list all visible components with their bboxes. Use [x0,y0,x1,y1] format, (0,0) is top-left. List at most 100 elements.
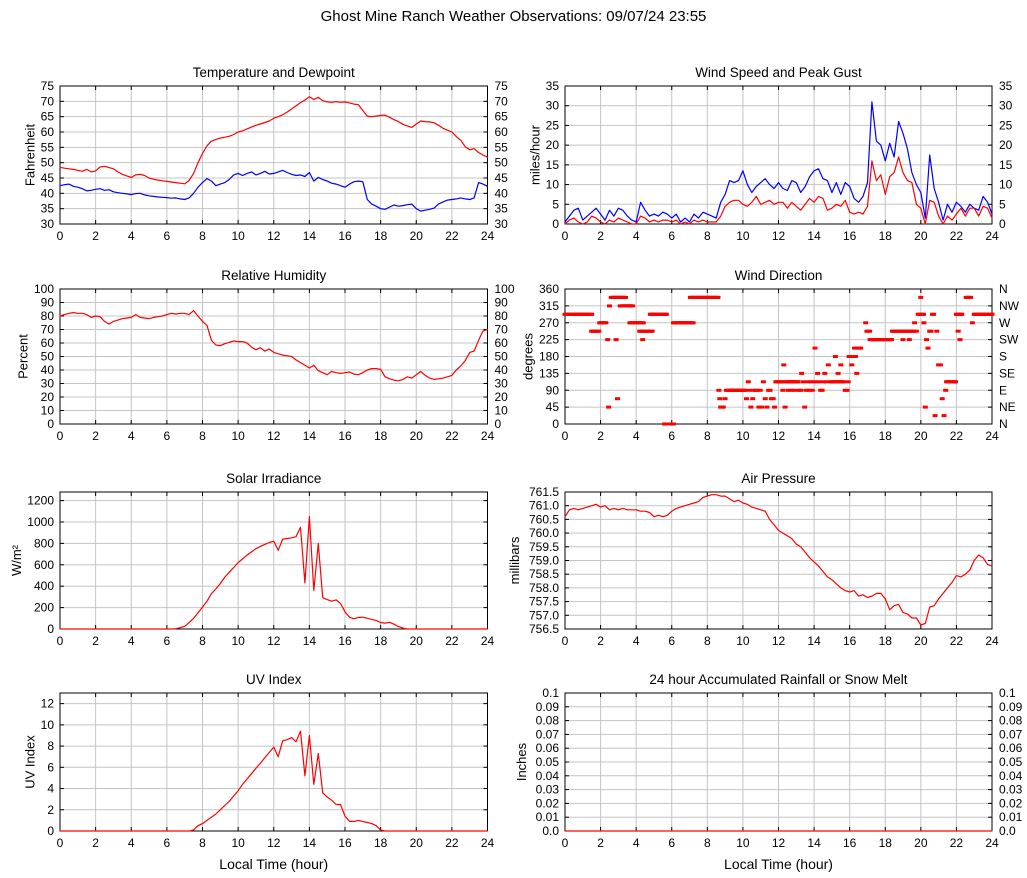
tick-label: 360 [539,282,559,296]
tick-marks [564,288,993,425]
tick-label: 758.0 [529,581,559,595]
page-title: Ghost Mine Ranch Weather Observations: 0… [320,8,707,25]
tick-label: 2 [47,803,54,817]
tick-label: 40 [495,363,509,377]
tick-label: 0.09 [536,700,560,714]
tick-label: 90 [495,296,509,310]
tick-label: 16 [338,229,352,243]
tick-label: 760.5 [529,512,559,526]
tick-label: 0.05 [999,755,1023,769]
tick-label: S [999,350,1007,364]
tick-marks [59,693,488,832]
chart-title: Temperature and Dewpoint [193,65,355,80]
tick-label: 757.5 [529,595,559,609]
tick-label: 6 [164,229,171,243]
tick-label: 12 [772,634,786,648]
y-axis-label: miles/hour [527,124,542,185]
tick-label: 0.1 [999,686,1016,700]
tick-label: 18 [374,836,388,850]
tick-label: 12 [41,697,55,711]
tick-label: 0.1 [542,686,559,700]
tick-label: 4 [633,634,640,648]
tick-label: 4 [128,229,135,243]
tick-marks [59,288,488,425]
tick-label: 10 [546,178,560,192]
tick-label: 14 [807,836,821,850]
chart-title: UV Index [246,672,302,687]
tick-label: 35 [495,202,509,216]
tick-label: 80 [41,309,55,323]
tick-label: 16 [843,229,857,243]
chart-rainfall: 0.00.010.020.030.040.050.060.070.080.090… [514,672,1023,872]
tick-label: 18 [374,634,388,648]
tick-label: 10 [495,404,509,418]
tick-label: 2 [597,836,604,850]
tick-label: 20 [41,390,55,404]
y-axis-label: UV Index [22,735,37,789]
tick-label: 90 [546,383,560,397]
tick-label: 24 [985,836,999,850]
tick-label: 600 [34,558,54,572]
tick-label: 5 [999,197,1006,211]
tick-label: 20 [999,138,1013,152]
tick-label: 200 [34,601,54,615]
tick-label: 100 [34,282,54,296]
tick-label: 20 [495,390,509,404]
tick-label: 135 [539,366,559,380]
tick-label: 0.07 [999,727,1023,741]
tick-label: 8 [199,429,206,443]
tick-label: 8 [199,836,206,850]
chart-title: Air Pressure [741,471,815,486]
tick-label: 65 [495,110,509,124]
tick-label: 10 [736,229,750,243]
tick-label: 12 [772,229,786,243]
tick-label: 22 [445,229,459,243]
chart-title: 24 hour Accumulated Rainfall or Snow Mel… [649,672,907,687]
tick-label: 5 [552,197,559,211]
tick-label: 16 [338,429,352,443]
tick-label: 6 [668,836,675,850]
tick-label: 70 [41,323,55,337]
tick-label: 24 [481,634,495,648]
tick-label: 14 [303,229,317,243]
y-axis-label: Percent [16,334,31,379]
tick-label: 24 [985,429,999,443]
tick-label: 22 [950,429,964,443]
tick-label: 4 [633,836,640,850]
tick-label: 75 [41,79,55,93]
tick-label: 12 [267,429,281,443]
tick-label: 70 [41,94,55,108]
tick-label: 4 [128,429,135,443]
tick-label: 8 [47,739,54,753]
tick-label: 40 [41,186,55,200]
y-axis-label: millibars [507,536,522,584]
tick-label: 0 [562,229,569,243]
tick-label: 18 [879,634,893,648]
tick-label: 20 [546,138,560,152]
series-solar [59,515,489,630]
tick-label: 50 [41,350,55,364]
tick-label: 756.5 [529,622,559,636]
series-wind-speed [564,156,993,225]
tick-label: 24 [985,634,999,648]
tick-label: 0 [562,429,569,443]
tick-label: 0.06 [999,741,1023,755]
tick-label: 40 [495,186,509,200]
tick-label: 6 [668,229,675,243]
tick-label: 2 [92,836,99,850]
tick-label: 30 [999,99,1013,113]
x-axis-label: Local Time (hour) [724,856,833,872]
tick-label: 10 [41,404,55,418]
tick-label: 10 [999,178,1013,192]
tick-label: 45 [495,171,509,185]
grid [564,491,993,630]
grid [564,288,993,425]
series-peak-gust [564,101,993,223]
grid [59,693,488,832]
tick-label: 0.04 [999,769,1023,783]
tick-label: 20 [410,429,424,443]
tick-label: 45 [546,400,560,414]
tick-label: 4 [128,634,135,648]
tick-label: E [999,383,1007,397]
